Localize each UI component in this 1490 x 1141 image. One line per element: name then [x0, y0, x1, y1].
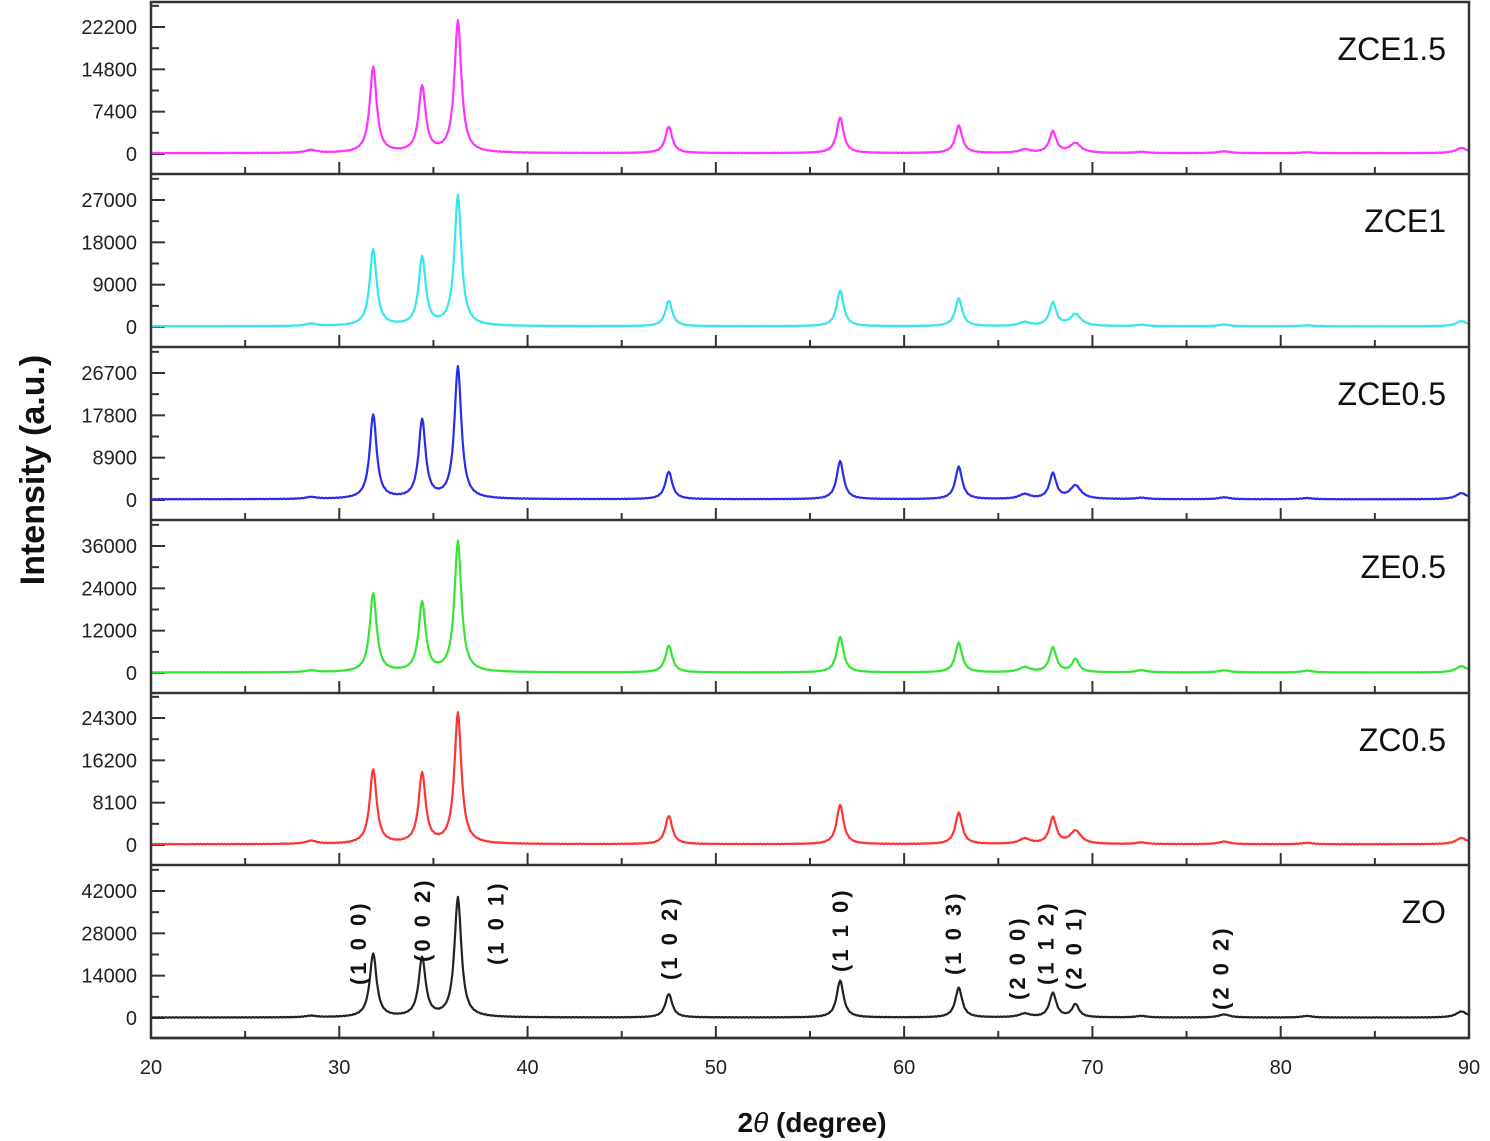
y-tick-label: 22200 [81, 17, 137, 39]
panel-zo: 0 14000 28000 42000 ZO [81, 868, 1470, 1038]
hkl-label: (2 0 2) [1208, 925, 1233, 1010]
y-tick-label: 18000 [81, 232, 137, 254]
hkl-label: (1 0 3) [941, 890, 966, 975]
y-tick-label: 14800 [81, 59, 137, 81]
hkl-annotations: (1 0 0) (0 0 2) (1 0 1) (1 0 2) (1 1 0) (1 0 … [346, 877, 1233, 1010]
series-line-ze0-5 [150, 539, 1470, 674]
x-tick-label: 50 [705, 1057, 727, 1079]
hkl-label: (1 0 0) [346, 900, 371, 985]
x-tick-label: 90 [1458, 1057, 1480, 1079]
y-tick-label: 26700 [81, 363, 137, 385]
y-tick-label: 0 [126, 663, 137, 685]
panel-label: ZE0.5 [1361, 549, 1446, 585]
y-tick-label: 0 [126, 144, 137, 166]
y-tick-label: 0 [126, 317, 137, 339]
y-tick-label: 28000 [81, 923, 137, 945]
series-line-zce1-5 [150, 19, 1470, 155]
x-tick-label: 20 [140, 1057, 162, 1079]
panel-ze0-5: 0 12000 24000 36000 ZE0.5 [81, 523, 1470, 693]
x-tick-label: 80 [1270, 1057, 1292, 1079]
panel-label: ZO [1402, 894, 1446, 930]
y-tick-label: 12000 [81, 621, 137, 643]
y-tick-label: 24300 [81, 708, 137, 730]
panel-label: ZCE1.5 [1338, 31, 1446, 67]
hkl-label: (0 0 2) [410, 877, 435, 962]
x-tick-label: 70 [1081, 1057, 1103, 1079]
y-axis-title: Intensity (a.u.) [14, 355, 52, 585]
y-tick-label: 8900 [93, 448, 138, 470]
panel-zce1: 0 9000 18000 27000 ZCE1 [81, 177, 1470, 347]
series-line-zo [150, 895, 1470, 1019]
hkl-label: (1 1 2) [1033, 900, 1058, 985]
hkl-label: (1 1 0) [828, 887, 853, 972]
outer-frame [149, 0, 1471, 1040]
x-tick-label: 60 [893, 1057, 915, 1079]
panel-zce1-5: 0 7400 14800 22200 ZCE1.5 [81, 4, 1470, 174]
x-axis-title: 2θ (degree) [737, 1107, 886, 1138]
hkl-label: (2 0 0) [1005, 915, 1030, 1000]
panel-label: ZC0.5 [1359, 722, 1446, 758]
y-tick-label: 7400 [93, 102, 138, 124]
series-line-zc0-5 [150, 711, 1470, 846]
panel-label: ZCE1 [1364, 203, 1446, 239]
y-tick-label: 0 [126, 835, 137, 857]
y-tick-label: 0 [126, 490, 137, 512]
panel-label: ZCE0.5 [1338, 376, 1446, 412]
y-tick-label: 0 [126, 1008, 137, 1030]
y-tick-label: 24000 [81, 578, 137, 600]
y-tick-label: 42000 [81, 881, 137, 903]
series-line-zce1 [150, 193, 1470, 328]
hkl-label: (2 0 1) [1062, 905, 1087, 990]
y-tick-label: 8100 [93, 793, 138, 815]
y-tick-label: 27000 [81, 190, 137, 212]
x-tick-label: 40 [516, 1057, 538, 1079]
y-tick-label: 14000 [81, 966, 137, 988]
panel-zc0-5: 0 8100 16200 24300 ZC0.5 [81, 695, 1470, 865]
series-line-zce0-5 [150, 364, 1470, 501]
hkl-label: (1 0 2) [657, 895, 682, 980]
x-axis: 20 30 40 50 60 70 80 90 [140, 1057, 1480, 1079]
y-tick-label: 9000 [93, 275, 138, 297]
plot-panels: 0 7400 14800 22200 ZCE1.5 0 9000 18000 27000 ZCE1… [81, 4, 1470, 1038]
plot-frame [149, 0, 1471, 1040]
y-tick-label: 16200 [81, 750, 137, 772]
hkl-label: (1 0 1) [484, 880, 509, 965]
y-tick-label: 17800 [81, 405, 137, 427]
panel-zce0-5: 0 8900 17800 26700 ZCE0.5 [81, 350, 1470, 520]
y-tick-label: 36000 [81, 536, 137, 558]
x-tick-label: 30 [328, 1057, 350, 1079]
